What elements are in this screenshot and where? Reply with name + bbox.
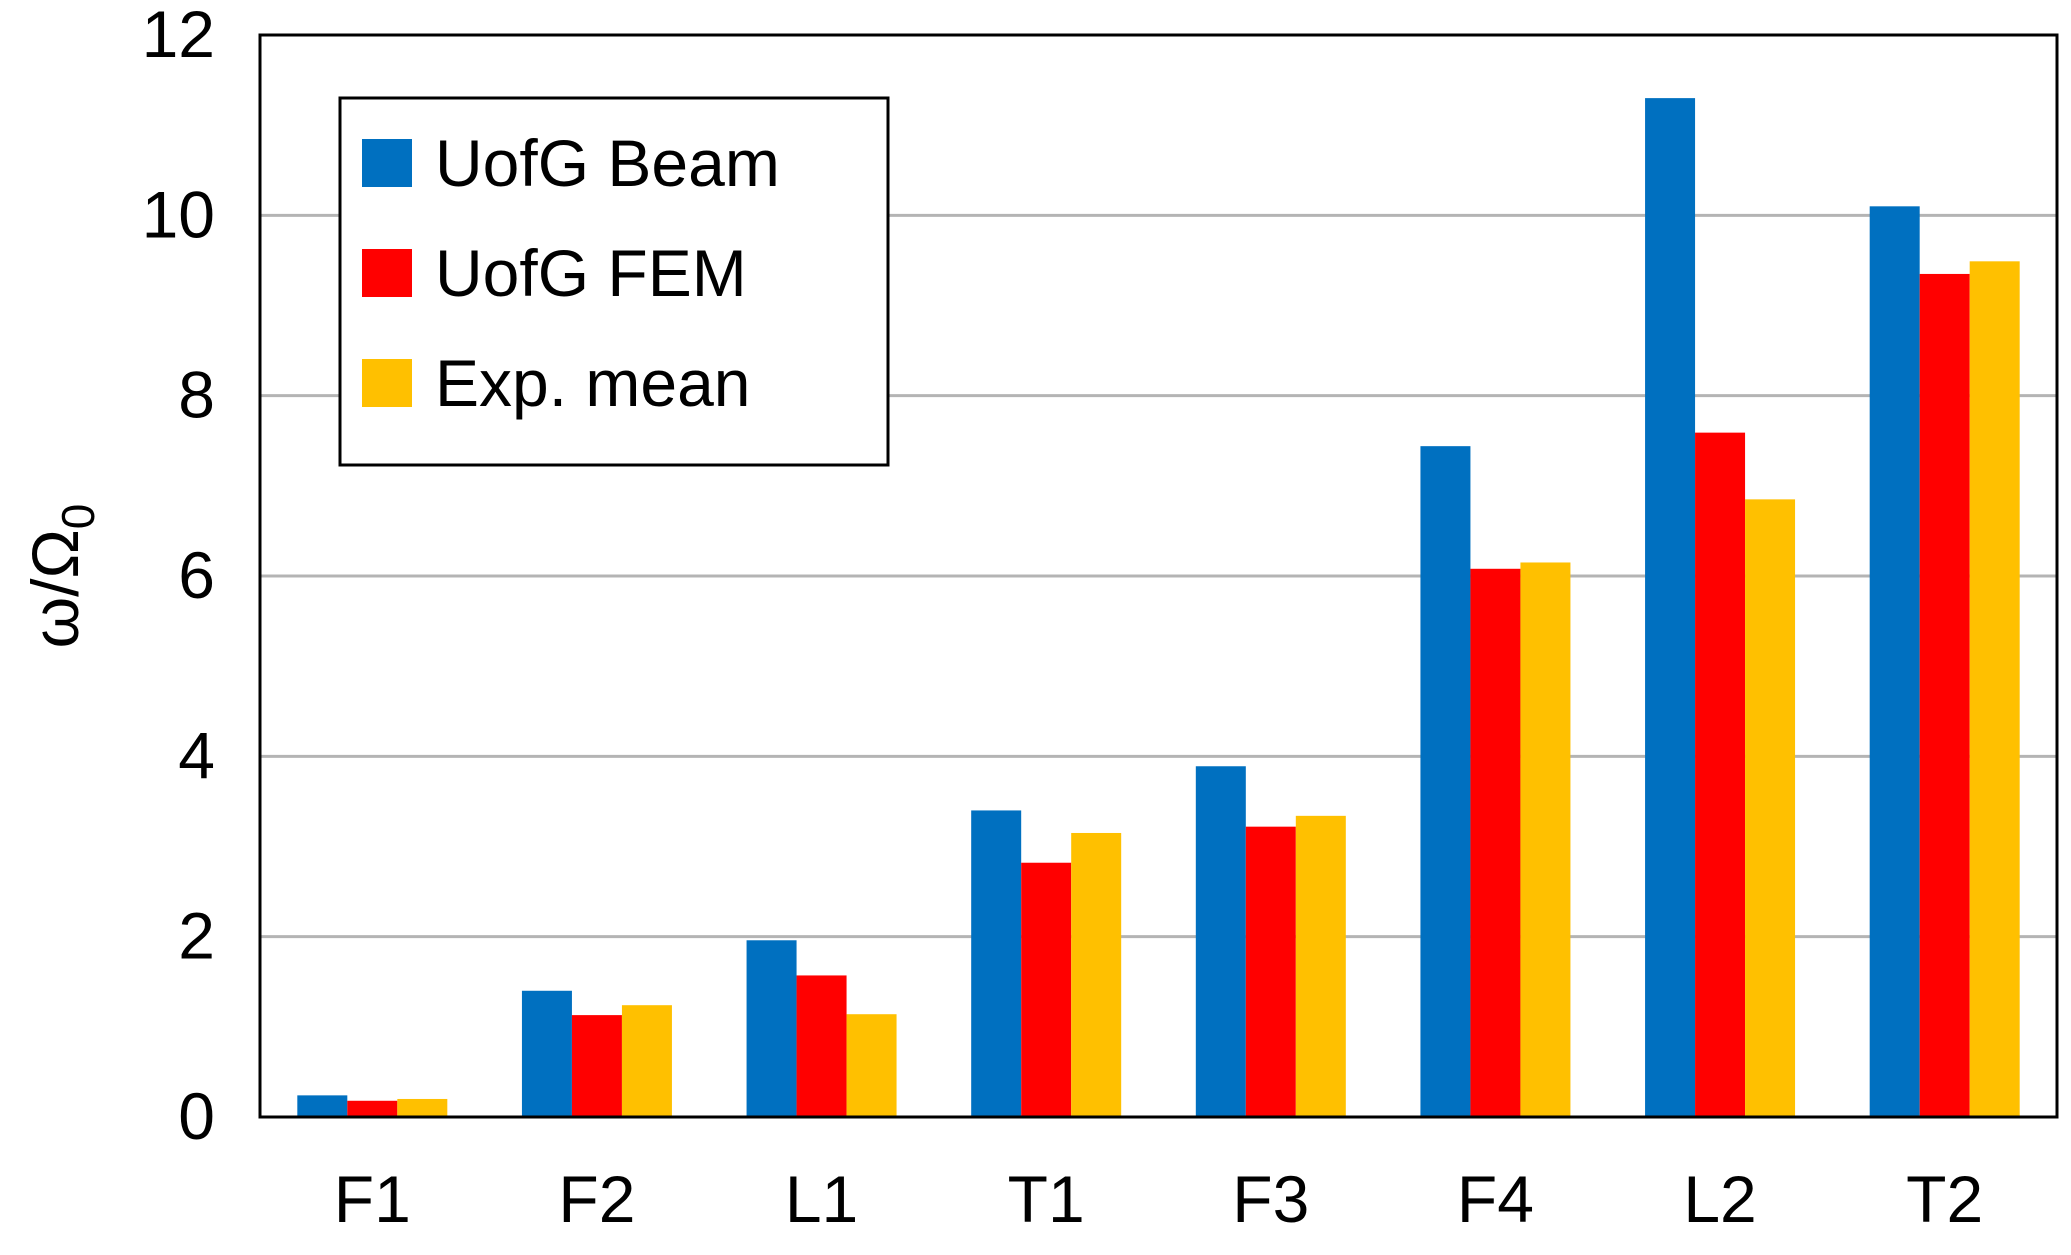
legend-label: UofG Beam [435,126,780,200]
y-tick-label: 10 [142,177,215,251]
bar [1195,766,1246,1117]
x-category-label: F2 [558,1162,635,1236]
x-category-label: F1 [334,1162,411,1236]
legend-label: Exp. mean [435,346,751,420]
legend-swatch [362,139,412,187]
bar [1919,273,1970,1118]
bar [971,810,1022,1117]
bars [297,98,2020,1118]
legend-box [338,96,890,467]
y-tick-label: 6 [178,538,215,612]
x-category-label: T2 [1906,1162,1983,1236]
bar [1869,206,1920,1118]
plot-frame [258,33,2059,1119]
bar [1745,499,1796,1117]
y-tick-label: 0 [178,1079,215,1153]
y-axis-title-main: ω/Ω [18,529,92,648]
bar [1520,562,1571,1117]
x-category-labels: F1 F2 L1 T1 F3 F4 L2 T2 [334,1162,1983,1236]
y-axis-title: ω/Ω0 [18,504,104,649]
x-category-label: F4 [1457,1162,1534,1236]
y-tick-label: 12 [142,0,215,71]
legend-swatch [362,249,412,297]
bar [846,1014,897,1117]
bar [1695,432,1746,1117]
x-category-label: L2 [1683,1162,1756,1236]
y-tick-label: 4 [178,718,215,792]
bar [1021,862,1072,1117]
bar [1969,261,2020,1117]
bar [796,975,847,1117]
y-tick-label: 8 [178,358,215,432]
legend-items: UofG Beam UofG FEM Exp. mean [362,126,780,420]
y-tick-label: 2 [178,899,215,973]
legend-swatch [362,359,412,407]
bar [746,940,797,1117]
legend: UofG Beam UofG FEM Exp. mean [338,96,890,467]
bar [1645,98,1696,1117]
bar [1470,568,1521,1117]
bar [1071,832,1122,1117]
bar [397,1098,448,1117]
bar [1295,815,1346,1117]
y-tick-labels: 0 2 4 6 8 10 12 [142,0,215,1153]
bar [1420,446,1471,1117]
bar [521,990,572,1117]
bar [621,1005,672,1117]
legend-label: UofG FEM [435,236,747,310]
x-category-label: F3 [1232,1162,1309,1236]
bar [1245,826,1296,1117]
bar [571,1015,622,1117]
x-category-label: L1 [785,1162,858,1236]
y-axis-title-subscript: 0 [52,504,104,530]
x-category-label: T1 [1008,1162,1085,1236]
bar [297,1095,348,1117]
bar [347,1100,398,1117]
